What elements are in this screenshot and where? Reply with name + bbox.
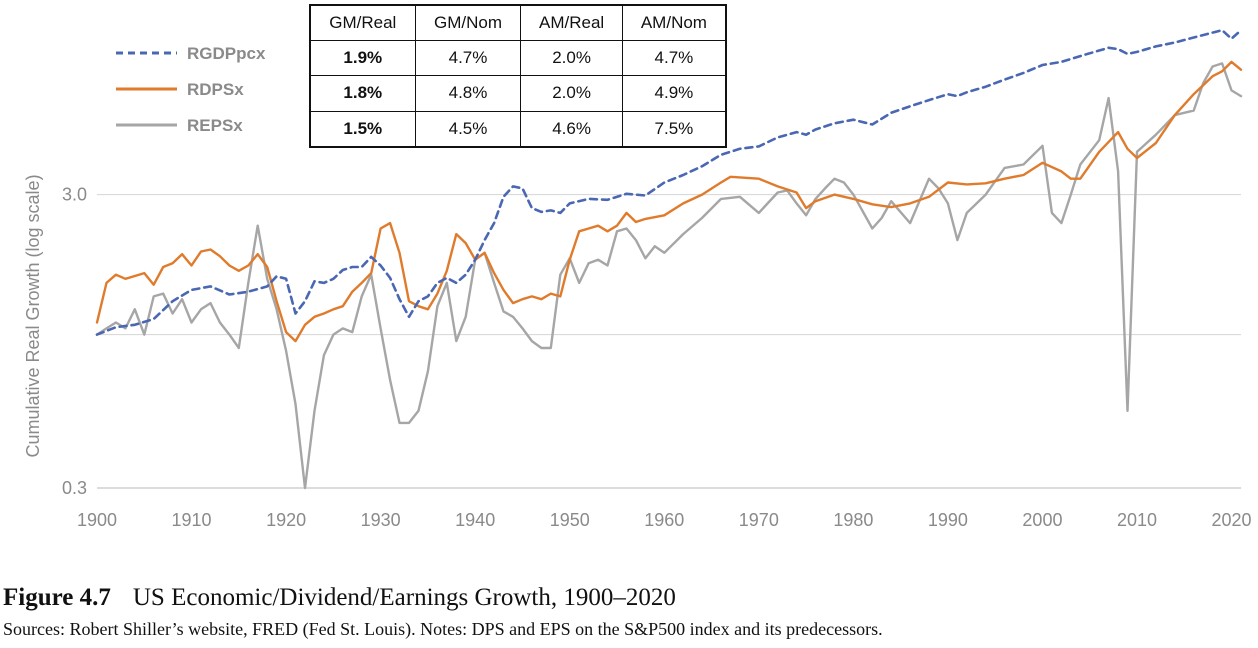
stats-cell: 4.7% bbox=[621, 39, 727, 77]
stats-header-gm-real: GM/Real bbox=[309, 4, 416, 41]
stats-row-repsx: 1.5% 4.5% 4.6% 7.5% bbox=[309, 110, 727, 148]
x-tick-label: 1910 bbox=[172, 510, 212, 530]
y-tick-label: 0.3 bbox=[62, 478, 87, 498]
y-tick-label: 3.0 bbox=[62, 185, 87, 205]
x-tick-label: 1930 bbox=[361, 510, 401, 530]
x-tick-label: 1900 bbox=[77, 510, 117, 530]
stats-header-gm-nom: GM/Nom bbox=[414, 4, 522, 41]
x-tick-label: 1990 bbox=[928, 510, 968, 530]
stats-cell: 2.0% bbox=[520, 39, 623, 77]
stats-cell: 1.8% bbox=[309, 75, 416, 112]
x-tick-label: 2000 bbox=[1022, 510, 1062, 530]
stats-header-am-real: AM/Real bbox=[520, 4, 623, 41]
x-tick-label: 1950 bbox=[550, 510, 590, 530]
y-axis-title: Cumulative Real Growth (log scale) bbox=[23, 174, 43, 457]
x-tick-label: 2020 bbox=[1212, 510, 1252, 530]
stats-table: GM/Real GM/Nom AM/Real AM/Nom 1.9% 4.7% … bbox=[309, 4, 727, 148]
x-tick-label: 1940 bbox=[455, 510, 495, 530]
series-line-repsx bbox=[95, 62, 1243, 490]
y-tick-labels: 3.0 0.3 bbox=[62, 185, 87, 498]
stats-cell: 4.8% bbox=[414, 75, 522, 112]
stats-cell: 4.9% bbox=[621, 75, 727, 112]
gridlines bbox=[97, 194, 1241, 336]
series-line-rdpsx bbox=[95, 60, 1243, 343]
x-tick-label: 2010 bbox=[1117, 510, 1157, 530]
stats-cell: 4.6% bbox=[520, 110, 623, 148]
stats-cell: 4.7% bbox=[414, 39, 522, 77]
x-tick-label: 1960 bbox=[644, 510, 684, 530]
x-tick-label: 1970 bbox=[739, 510, 779, 530]
stats-header-row: GM/Real GM/Nom AM/Real AM/Nom bbox=[309, 4, 727, 41]
stats-cell: 7.5% bbox=[621, 110, 727, 148]
legend-label-repsx: REPSx bbox=[187, 116, 243, 135]
x-tick-label: 1920 bbox=[266, 510, 306, 530]
legend-label-rdpsx: RDPSx bbox=[187, 80, 244, 99]
figure-sources: Sources: Robert Shiller’s website, FRED … bbox=[3, 619, 883, 639]
legend-label-rgdppcx: RGDPpcx bbox=[187, 44, 266, 63]
series-line-rgdppcx bbox=[95, 28, 1243, 336]
series-lines bbox=[95, 28, 1243, 490]
figure-title: US Economic/Dividend/Earnings Growth, 19… bbox=[132, 584, 676, 611]
stats-cell: 1.5% bbox=[309, 110, 416, 148]
figure-number: Figure 4.7 bbox=[3, 584, 111, 611]
chart: 3.00.3 1900 1910 1920 1930 1940 1950 1960 1970 1… bbox=[23, 28, 1252, 530]
stats-cell: 1.9% bbox=[309, 39, 416, 77]
stats-row-rdpsx: 1.8% 4.8% 2.0% 4.9% bbox=[309, 75, 727, 112]
x-tick-labels: 1900 1910 1920 1930 1940 1950 1960 1970 1980 1990… bbox=[77, 510, 1252, 530]
figure-caption: Figure 4.7 US Economic/Dividend/Earnings … bbox=[3, 584, 676, 612]
stats-header-am-nom: AM/Nom bbox=[621, 4, 727, 41]
stats-row-rgdppcx: 1.9% 4.7% 2.0% 4.7% bbox=[309, 39, 727, 77]
stats-cell: 4.5% bbox=[414, 110, 522, 148]
legend: RGDPpcx RDPSx REPSx bbox=[116, 44, 266, 135]
x-tick-label: 1980 bbox=[833, 510, 873, 530]
stats-cell: 2.0% bbox=[520, 75, 623, 112]
